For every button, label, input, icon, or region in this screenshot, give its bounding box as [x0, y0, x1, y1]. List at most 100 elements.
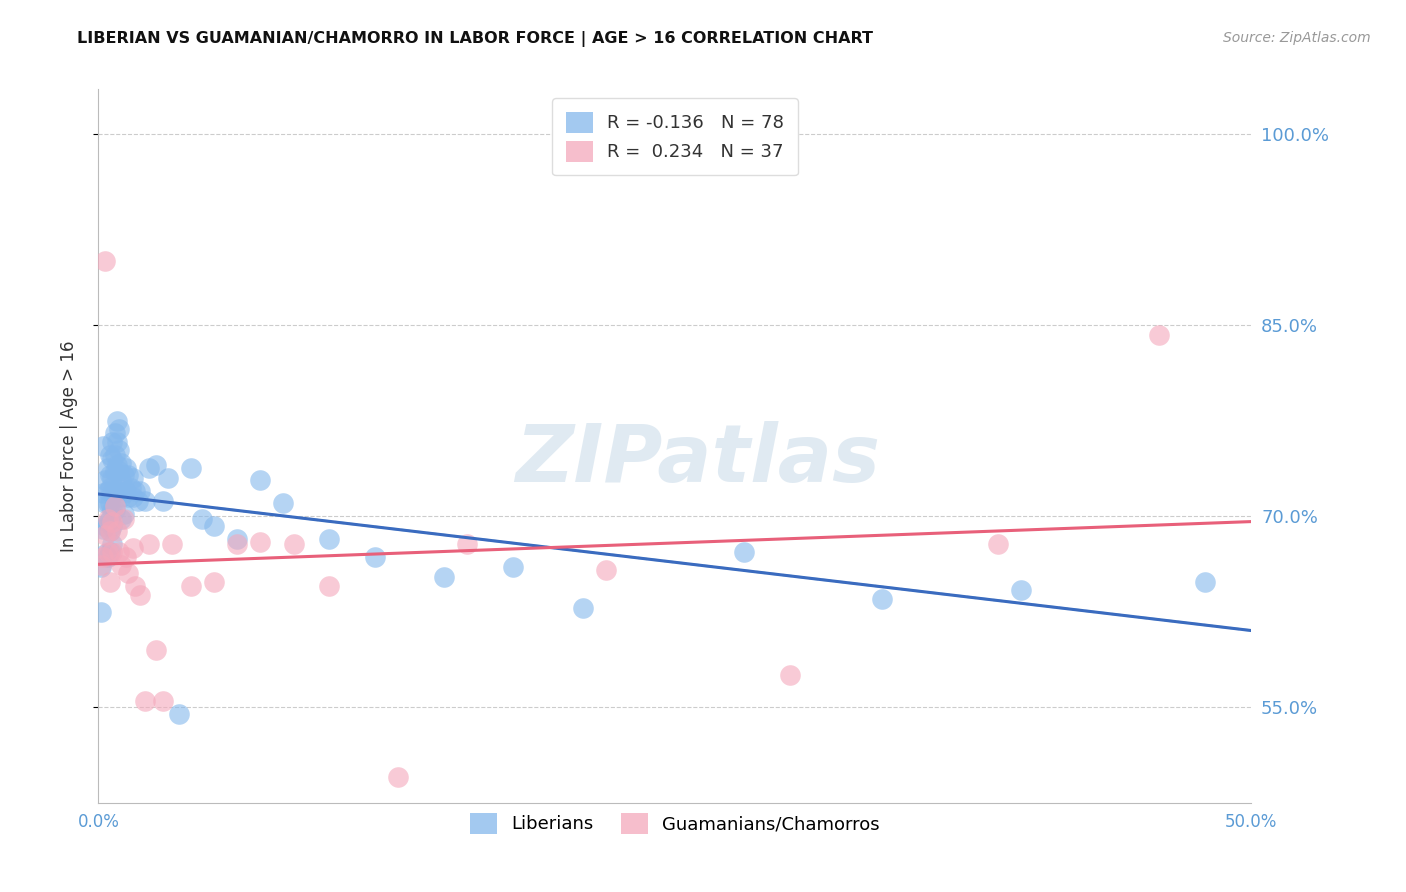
Point [122, 541, 145, 555]
Point [120, 481, 142, 495]
Point [103, 426, 125, 441]
Point [180, 579, 202, 593]
Point [103, 483, 125, 498]
Point [202, 519, 225, 533]
Point [271, 496, 294, 510]
Point [101, 451, 124, 466]
Point [110, 490, 132, 504]
Point [115, 549, 138, 564]
Point [103, 502, 125, 516]
Point [115, 460, 138, 475]
Point [91, 439, 114, 453]
Point [108, 545, 131, 559]
Point [1194, 575, 1216, 590]
Point [202, 575, 225, 590]
Point [97, 549, 120, 564]
Point [98, 468, 121, 483]
Point [101, 545, 124, 559]
Point [98, 524, 121, 539]
Point [110, 474, 132, 488]
Point [97, 460, 120, 475]
Point [97, 545, 120, 559]
Point [112, 507, 135, 521]
Point [191, 511, 214, 525]
Point [101, 486, 124, 500]
Point [283, 537, 305, 551]
Point [98, 524, 121, 539]
Point [98, 448, 121, 462]
Point [94, 254, 117, 268]
Point [94, 474, 117, 488]
Point [225, 532, 247, 546]
Point [249, 474, 271, 488]
Point [94, 547, 117, 561]
Point [90, 560, 112, 574]
Point [138, 537, 160, 551]
Point [103, 448, 125, 462]
Point [110, 456, 132, 470]
Point [318, 579, 340, 593]
Point [595, 563, 617, 577]
Point [117, 566, 139, 581]
Point [127, 493, 149, 508]
Point [156, 471, 179, 485]
Point [112, 486, 135, 500]
Point [98, 496, 121, 510]
Point [108, 442, 131, 457]
Point [97, 496, 120, 510]
Point [124, 579, 146, 593]
Point [103, 465, 125, 479]
Text: ZIPatlas: ZIPatlas [516, 421, 880, 500]
Point [129, 588, 152, 602]
Point [101, 471, 124, 485]
Point [433, 570, 456, 584]
Point [101, 516, 124, 530]
Point [117, 490, 139, 504]
Point [90, 558, 112, 572]
Point [112, 468, 135, 483]
Point [101, 519, 124, 533]
Point [98, 511, 121, 525]
Point [91, 486, 114, 500]
Point [110, 511, 132, 525]
Point [98, 575, 121, 590]
Point [105, 435, 128, 450]
Point [115, 483, 138, 498]
Point [364, 549, 387, 564]
Point [98, 481, 121, 495]
Point [145, 458, 167, 472]
Point [105, 458, 128, 472]
Point [101, 537, 124, 551]
Point [872, 591, 894, 606]
Point [124, 483, 146, 498]
Point [318, 532, 340, 546]
Point [134, 493, 156, 508]
Point [90, 605, 112, 619]
Point [571, 600, 593, 615]
Point [122, 471, 145, 485]
Point [152, 694, 174, 708]
Point [1147, 328, 1170, 343]
Point [225, 537, 247, 551]
Text: LIBERIAN VS GUAMANIAN/CHAMORRO IN LABOR FORCE | AGE > 16 CORRELATION CHART: LIBERIAN VS GUAMANIAN/CHAMORRO IN LABOR … [77, 31, 873, 47]
Point [105, 524, 128, 539]
Point [112, 511, 135, 525]
Point [105, 483, 128, 498]
Point [779, 668, 801, 682]
Point [101, 435, 124, 450]
Point [91, 522, 114, 536]
Point [94, 496, 117, 510]
Point [94, 528, 117, 542]
Point [94, 519, 117, 533]
Point [108, 465, 131, 479]
Point [249, 534, 271, 549]
Point [167, 706, 190, 721]
Point [117, 468, 139, 483]
Text: Source: ZipAtlas.com: Source: ZipAtlas.com [1223, 31, 1371, 45]
Point [733, 545, 755, 559]
Point [103, 499, 125, 513]
Point [145, 643, 167, 657]
Point [987, 537, 1010, 551]
Point [138, 460, 160, 475]
Point [387, 770, 409, 784]
